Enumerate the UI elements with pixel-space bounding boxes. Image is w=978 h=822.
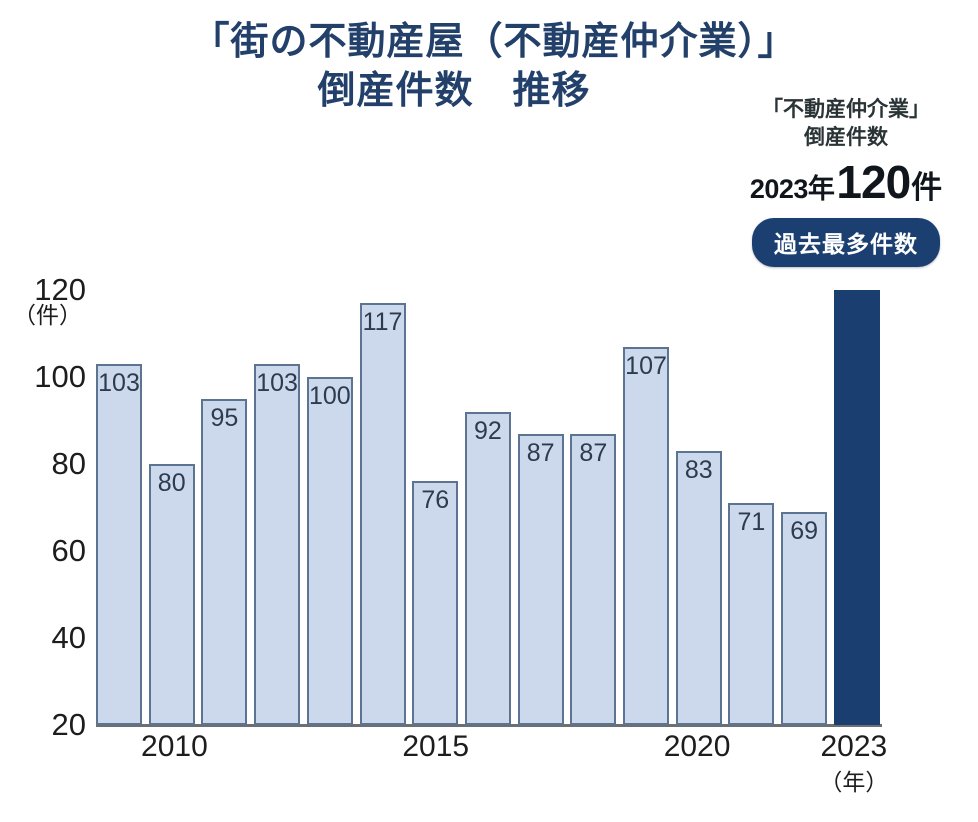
x-axis-tick-2010: 2010 xyxy=(141,730,208,763)
bar-value-label-2020: 83 xyxy=(684,455,713,484)
bar-2017[interactable]: 87 xyxy=(517,433,564,725)
x-axis-tick-2023: 2023 （年） xyxy=(819,730,889,795)
bar-slot-2017: 87 xyxy=(517,290,564,725)
x-axis-tick-2020: 2020 xyxy=(663,730,731,763)
bar-slot-2011: 95 xyxy=(201,290,248,725)
bar-slot-2019: 107 xyxy=(623,290,670,725)
bar-value-label-2011: 95 xyxy=(210,403,239,432)
bar-slot-2021: 71 xyxy=(728,290,775,725)
callout-heading-line-1: 「不動産仲介業」 xyxy=(762,98,930,121)
bar-value-label-2012: 103 xyxy=(256,368,298,397)
bar-2016[interactable]: 92 xyxy=(464,411,511,725)
callout-figure: 2023年 120 件 xyxy=(730,159,962,207)
bar-2023[interactable] xyxy=(833,290,880,725)
bar-series: 103 80 95 103 100 117 76 92 87 87 107 83 71 69 xyxy=(96,290,880,725)
bar-value-label-2015: 76 xyxy=(421,486,450,515)
bar-value-label-2018: 87 xyxy=(579,438,608,467)
bar-value-label-2010: 80 xyxy=(157,469,186,497)
callout-year: 2023年 xyxy=(749,174,835,205)
bar-slot-2014: 117 xyxy=(359,290,406,725)
y-axis-labels: 120 （件） 100 80 60 40 20 xyxy=(0,0,86,822)
bar-value-label-2019: 107 xyxy=(625,351,667,380)
callout-number: 120 xyxy=(836,156,911,209)
bar-2013[interactable]: 100 xyxy=(306,377,353,725)
y-axis-tick-100: 100 xyxy=(34,359,86,394)
status-badge: 過去最多件数 xyxy=(752,218,940,268)
y-axis-tick-40: 40 xyxy=(51,620,86,655)
y-axis-unit: （件） xyxy=(13,302,82,328)
y-axis-tick-120: 120 xyxy=(34,272,86,307)
y-axis-tick-60: 60 xyxy=(51,533,86,568)
bar-slot-2018: 87 xyxy=(570,290,617,725)
bar-slot-2022: 69 xyxy=(781,290,828,725)
y-axis-tick-80: 80 xyxy=(51,446,86,481)
bar-value-label-2014: 117 xyxy=(362,308,403,337)
bar-slot-2023 xyxy=(833,290,880,725)
callout-heading-line-2: 倒産件数 xyxy=(804,125,888,149)
bar-2021[interactable]: 71 xyxy=(728,503,775,725)
bar-2010[interactable]: 80 xyxy=(148,464,195,725)
plot-area: 103 80 95 103 100 117 76 92 87 87 107 83 71 69 xyxy=(96,290,880,725)
x-axis-labels: 2010 2015 2020 2023 （年） xyxy=(96,730,888,821)
bar-value-label-2017: 87 xyxy=(526,438,555,467)
bar-value-label-2013: 100 xyxy=(308,382,351,410)
x-axis-unit: （年） xyxy=(819,768,889,795)
bar-value-label-2016: 92 xyxy=(474,416,502,445)
bar-slot-2013: 100 xyxy=(306,290,353,725)
bar-2022[interactable]: 69 xyxy=(781,511,828,725)
bar-slot-2016: 92 xyxy=(464,290,511,725)
highlight-callout: 「不動産仲介業」 倒産件数 2023年 120 件 過去最多件数 xyxy=(730,96,962,268)
bar-slot-2010: 80 xyxy=(148,290,195,725)
bar-value-label-2021: 71 xyxy=(737,508,766,537)
bar-2009[interactable]: 103 xyxy=(96,363,142,725)
bar-2020[interactable]: 83 xyxy=(675,450,722,725)
bar-value-label-2009: 103 xyxy=(98,368,140,397)
bar-slot-2020: 83 xyxy=(675,290,722,725)
bar-2015[interactable]: 76 xyxy=(412,481,459,725)
bar-2018[interactable]: 87 xyxy=(570,433,617,725)
bar-2014[interactable]: 117 xyxy=(359,303,406,725)
bar-slot-2012: 103 xyxy=(254,290,301,725)
y-axis-tick-20: 20 xyxy=(51,707,86,742)
bar-value-label-2022: 69 xyxy=(790,516,819,545)
x-axis-line xyxy=(96,724,882,727)
bar-slot-2009: 103 xyxy=(96,290,142,725)
x-axis-tick-2015: 2015 xyxy=(402,730,470,763)
bar-2019[interactable]: 107 xyxy=(623,346,670,725)
callout-unit: 件 xyxy=(911,170,943,206)
bar-2012[interactable]: 103 xyxy=(254,363,301,725)
bar-slot-2015: 76 xyxy=(412,290,459,725)
bar-2011[interactable]: 95 xyxy=(201,398,248,725)
